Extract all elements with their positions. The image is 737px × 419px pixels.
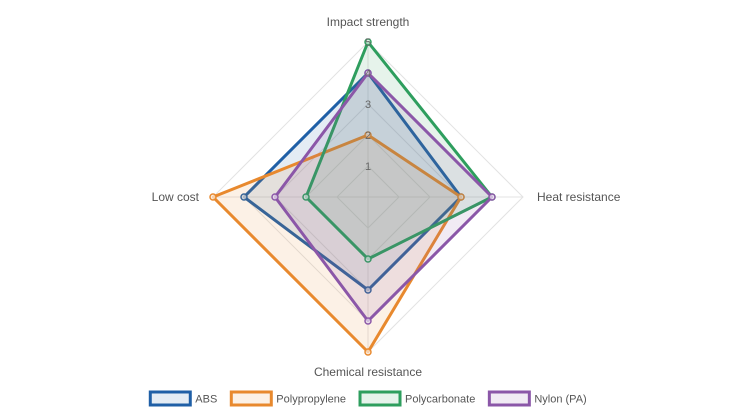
legend: ABS Polypropylene Polycarbonate Nylon (PA) — [148, 390, 587, 407]
data-point — [302, 193, 310, 201]
data-point — [488, 193, 496, 201]
legend-label: Nylon (PA) — [534, 394, 586, 406]
legend-swatch — [229, 390, 273, 407]
legend-item-abs[interactable]: ABS — [148, 390, 217, 407]
tick-label: 3 — [365, 99, 371, 111]
data-point — [364, 286, 372, 294]
series-polycarbonate — [302, 38, 496, 263]
data-point — [364, 348, 372, 356]
axis-label-chemical-resistance: Chemical resistance — [314, 365, 422, 379]
data-point — [364, 131, 372, 139]
data-point — [457, 193, 465, 201]
radar-series — [209, 38, 496, 356]
legend-label: Polypropylene — [276, 394, 346, 406]
data-point — [364, 255, 372, 263]
data-point — [364, 317, 372, 325]
axis-labels: Impact strength Heat resistance Chemical r… — [152, 15, 621, 379]
legend-item-polypropylene[interactable]: Polypropylene — [229, 390, 346, 407]
data-point — [240, 193, 248, 201]
axis-label-low-cost: Low cost — [152, 190, 200, 204]
series-nylon-pa — [271, 69, 496, 325]
legend-swatch — [358, 390, 402, 407]
tick-label: 1 — [365, 161, 371, 173]
data-point — [364, 38, 372, 46]
legend-item-polycarbonate[interactable]: Polycarbonate — [358, 390, 475, 407]
legend-label: Polycarbonate — [405, 394, 475, 406]
axis-label-impact-strength: Impact strength — [327, 15, 410, 29]
series-polypropylene — [209, 131, 465, 356]
legend-swatch — [148, 390, 192, 407]
data-point — [209, 193, 217, 201]
legend-swatch — [487, 390, 531, 407]
legend-item-nylon-pa[interactable]: Nylon (PA) — [487, 390, 587, 407]
data-point — [271, 193, 279, 201]
tick-label: 4 — [365, 68, 371, 80]
legend-label: ABS — [195, 394, 217, 406]
axis-label-heat-resistance: Heat resistance — [537, 190, 621, 204]
tick-label: 5 — [365, 37, 371, 49]
data-point — [364, 69, 372, 77]
radial-ticks: 1 2 3 4 5 — [365, 37, 371, 173]
tick-label: 2 — [365, 130, 371, 142]
